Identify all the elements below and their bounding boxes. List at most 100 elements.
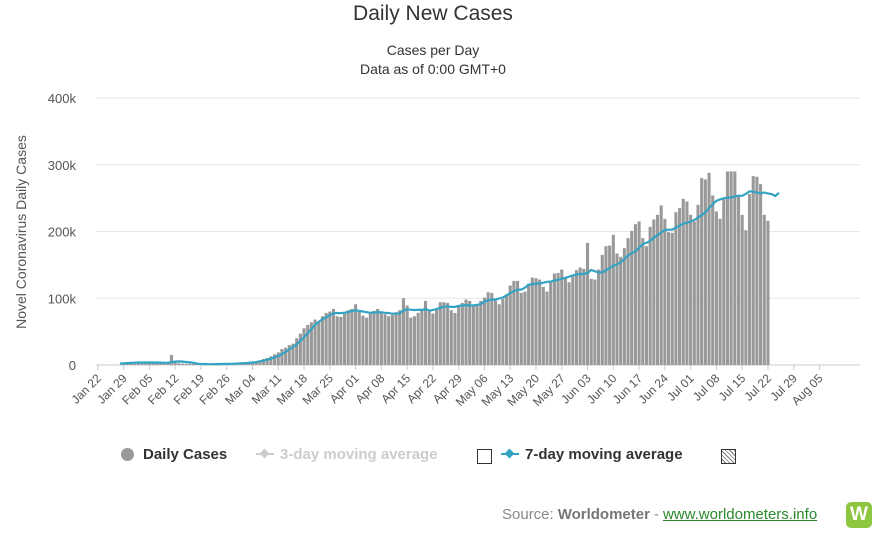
daily-cases-bar[interactable] <box>317 321 321 365</box>
daily-cases-bar[interactable] <box>136 362 140 365</box>
daily-cases-bar[interactable] <box>641 238 645 365</box>
daily-cases-bar[interactable] <box>449 310 453 365</box>
daily-cases-bar[interactable] <box>604 246 608 365</box>
daily-cases-bar[interactable] <box>376 308 380 365</box>
daily-cases-bar[interactable] <box>722 199 726 365</box>
daily-cases-bar[interactable] <box>261 358 266 365</box>
daily-cases-bar[interactable] <box>556 272 560 365</box>
daily-cases-bar[interactable] <box>486 292 490 365</box>
daily-cases-bar[interactable] <box>468 300 472 365</box>
daily-cases-bar[interactable] <box>589 278 593 365</box>
daily-cases-bar[interactable] <box>637 221 641 365</box>
daily-cases-bar[interactable] <box>471 304 475 365</box>
daily-cases-bar[interactable] <box>759 184 763 365</box>
daily-cases-bar[interactable] <box>681 198 685 365</box>
daily-cases-bar[interactable] <box>519 292 523 365</box>
daily-cases-bar[interactable] <box>420 310 424 365</box>
daily-cases-bar[interactable] <box>320 316 324 365</box>
daily-cases-bar[interactable] <box>674 212 678 365</box>
daily-cases-bar[interactable] <box>265 357 269 365</box>
daily-cases-bar[interactable] <box>129 363 133 365</box>
seven-day-ma-line[interactable] <box>119 190 780 366</box>
daily-cases-bar[interactable] <box>457 306 461 365</box>
daily-cases-bar[interactable] <box>482 297 486 365</box>
daily-cases-bar[interactable] <box>703 179 707 365</box>
daily-cases-bar[interactable] <box>372 310 376 365</box>
daily-cases-bar[interactable] <box>563 278 567 365</box>
daily-cases-bar[interactable] <box>335 316 339 365</box>
daily-cases-bar[interactable] <box>608 245 612 365</box>
daily-cases-bar[interactable] <box>560 269 564 365</box>
daily-cases-bar[interactable] <box>284 347 288 365</box>
daily-cases-bar[interactable] <box>162 362 166 365</box>
daily-cases-bar[interactable] <box>751 176 755 365</box>
daily-cases-bar[interactable] <box>696 204 700 365</box>
daily-cases-bar[interactable] <box>295 338 299 365</box>
3day-ma-checkbox[interactable] <box>477 449 492 464</box>
daily-cases-bar[interactable] <box>169 354 174 365</box>
daily-cases-bar[interactable] <box>357 311 361 365</box>
daily-cases-bar[interactable] <box>611 234 615 365</box>
daily-cases-bar[interactable] <box>446 302 450 365</box>
daily-cases-bar[interactable] <box>140 362 144 365</box>
7day-ma-checkbox[interactable] <box>721 449 736 464</box>
daily-cases-bar[interactable] <box>387 316 391 365</box>
daily-cases-bar[interactable] <box>689 214 693 365</box>
daily-cases-bar[interactable] <box>460 302 464 365</box>
daily-cases-bar[interactable] <box>254 361 258 365</box>
daily-cases-bar[interactable] <box>497 304 501 365</box>
daily-cases-bar[interactable] <box>633 224 637 365</box>
daily-cases-bar[interactable] <box>549 282 553 365</box>
daily-cases-bar[interactable] <box>346 310 350 365</box>
daily-cases-bar[interactable] <box>361 315 365 365</box>
daily-cases-bar[interactable] <box>354 304 358 365</box>
daily-cases-bar[interactable] <box>508 285 512 365</box>
daily-cases-bar[interactable] <box>493 300 498 365</box>
daily-cases-bar[interactable] <box>670 232 674 365</box>
daily-cases-bar[interactable] <box>714 211 718 365</box>
daily-cases-bar[interactable] <box>390 314 394 365</box>
daily-cases-bar[interactable] <box>339 316 343 365</box>
daily-cases-bar[interactable] <box>747 194 752 365</box>
daily-cases-bar[interactable] <box>409 317 413 365</box>
daily-cases-bar[interactable] <box>711 195 715 365</box>
daily-cases-bar[interactable] <box>287 344 291 365</box>
daily-cases-bar[interactable] <box>659 205 663 365</box>
daily-cases-bar[interactable] <box>530 277 534 365</box>
daily-cases-bar[interactable] <box>733 171 737 365</box>
daily-cases-bar[interactable] <box>155 362 159 365</box>
daily-cases-bar[interactable] <box>718 218 722 365</box>
daily-cases-bar[interactable] <box>512 280 516 365</box>
daily-cases-bar[interactable] <box>306 324 310 365</box>
daily-cases-bar[interactable] <box>615 253 619 365</box>
daily-cases-bar[interactable] <box>578 267 582 365</box>
daily-cases-bar[interactable] <box>534 278 538 365</box>
daily-cases-bar[interactable] <box>600 254 604 365</box>
daily-cases-bar[interactable] <box>365 317 369 365</box>
daily-cases-bar[interactable] <box>258 360 262 365</box>
daily-cases-bar[interactable] <box>538 279 542 365</box>
daily-cases-bar[interactable] <box>692 221 696 365</box>
daily-cases-bar[interactable] <box>740 214 744 365</box>
daily-cases-bar[interactable] <box>133 362 137 365</box>
daily-cases-bar[interactable] <box>725 171 729 365</box>
daily-cases-bar[interactable] <box>552 273 556 365</box>
daily-cases-bar[interactable] <box>166 363 170 365</box>
daily-cases-bar[interactable] <box>442 302 446 365</box>
daily-cases-bar[interactable] <box>755 176 759 365</box>
daily-cases-bar[interactable] <box>545 291 549 365</box>
daily-cases-bar[interactable] <box>475 304 479 365</box>
daily-cases-bar[interactable] <box>416 312 420 365</box>
daily-cases-bar[interactable] <box>585 242 590 365</box>
daily-cases-bar[interactable] <box>401 298 405 365</box>
daily-cases-bar[interactable] <box>582 268 586 365</box>
daily-cases-bar[interactable] <box>405 305 409 365</box>
daily-cases-bar[interactable] <box>394 312 398 365</box>
daily-cases-bar[interactable] <box>331 308 336 365</box>
daily-cases-bar[interactable] <box>431 313 435 365</box>
daily-cases-bar[interactable] <box>541 286 545 365</box>
daily-cases-bar[interactable] <box>280 348 284 365</box>
daily-cases-bar[interactable] <box>619 256 623 365</box>
daily-cases-bar[interactable] <box>464 299 468 365</box>
daily-cases-bar[interactable] <box>652 219 656 365</box>
